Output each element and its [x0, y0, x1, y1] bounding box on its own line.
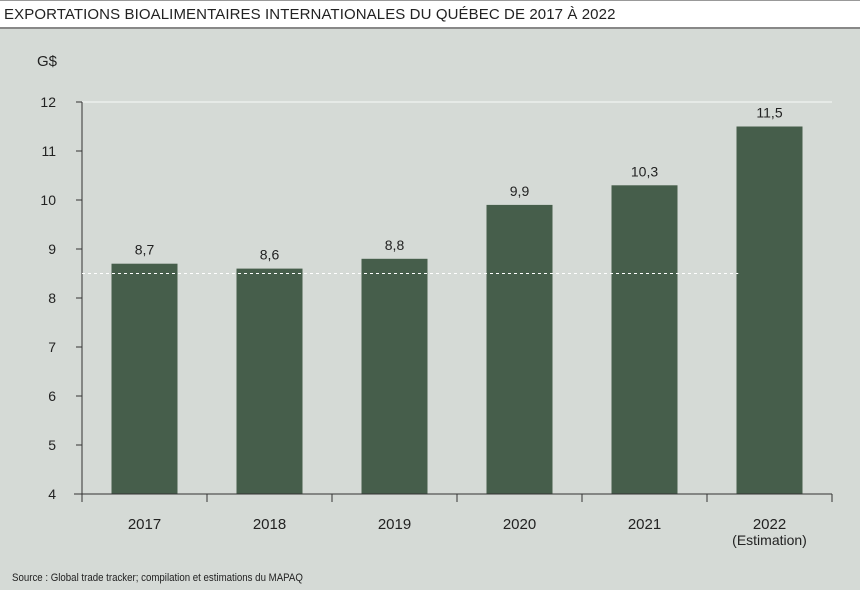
y-tick-label: 10 [40, 192, 56, 208]
data-label: 11,5 [756, 105, 782, 121]
source-note: Source : Global trade tracker; compilati… [12, 572, 303, 584]
x-tick-label: 2019 [378, 516, 411, 533]
bar-2021 [611, 185, 678, 495]
bar-2019 [361, 258, 428, 494]
bar-2020 [486, 204, 553, 494]
title-rule [0, 27, 860, 29]
data-label: 9,9 [510, 183, 530, 199]
x-tick-label: 2022 [753, 516, 786, 533]
x-tick-label: 2017 [128, 516, 161, 533]
y-tick-label: 9 [48, 241, 56, 257]
y-tick-label: 5 [48, 437, 56, 453]
x-tick-label: 2020 [503, 516, 536, 533]
x-tick-label: 2018 [253, 516, 286, 533]
x-tick-sublabel: (Estimation) [732, 532, 807, 548]
data-label: 10,3 [631, 163, 658, 179]
y-tick-label: 4 [48, 486, 56, 502]
data-label: 8,7 [135, 242, 155, 258]
y-tick-label: 12 [40, 94, 56, 110]
y-tick-label: 7 [48, 339, 56, 355]
x-tick-label: 2021 [628, 516, 661, 533]
top-rule [0, 0, 860, 1]
data-label: 8,6 [260, 247, 280, 263]
chart-title: EXPORTATIONS BIOALIMENTAIRES INTERNATION… [4, 6, 616, 23]
y-tick-label: 8 [48, 290, 56, 306]
data-label: 8,8 [385, 237, 405, 253]
y-tick-label: 6 [48, 388, 56, 404]
bar-2022 [736, 126, 803, 494]
y-tick-label: 11 [41, 143, 56, 159]
bar-2018 [236, 268, 303, 494]
y-axis-label: G$ [37, 53, 58, 70]
bar-2017 [111, 263, 178, 494]
